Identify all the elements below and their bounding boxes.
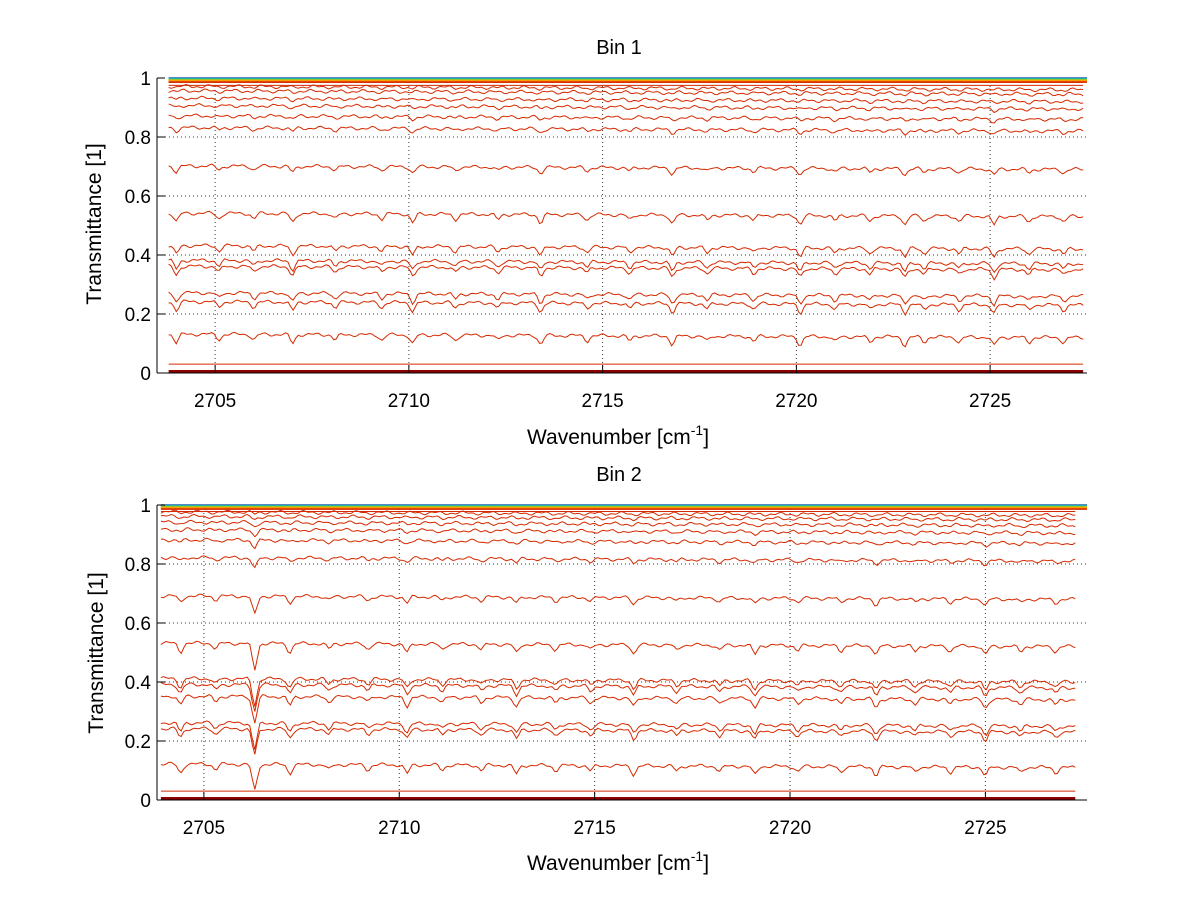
y-tick-label: 0.4 <box>125 673 152 694</box>
series-line <box>168 83 1084 93</box>
y-tick-label: 0 <box>140 364 151 385</box>
subplot-bin-2: Bin 2 Transmittance [1] Wavenumber [cm-1… <box>85 464 1087 875</box>
axes-box <box>156 504 1087 801</box>
x-tick-label: 2720 <box>769 818 811 839</box>
series-line <box>168 95 1084 105</box>
series-line <box>168 331 1084 348</box>
series-line <box>160 509 1076 518</box>
x-tick-label: 2725 <box>964 818 1006 839</box>
series-line <box>168 258 1084 274</box>
series-lines <box>168 77 1087 374</box>
x-axis-label-suffix: ] <box>703 852 709 875</box>
series-line <box>160 726 1076 755</box>
x-axis-label: Wavenumber [cm-1] <box>527 848 709 875</box>
series-line <box>168 299 1084 317</box>
y-tick-label: 0 <box>140 791 151 812</box>
series-line <box>160 720 1076 750</box>
grid-lines <box>157 505 1087 800</box>
series-line <box>160 527 1076 538</box>
x-axis-label: Wavenumber [cm-1] <box>527 422 709 449</box>
subplot-title: Bin 1 <box>596 37 642 59</box>
x-tick-label: 2720 <box>775 391 817 412</box>
x-tick-label: 2710 <box>378 818 420 839</box>
series-line <box>160 593 1076 615</box>
series-line <box>168 163 1084 177</box>
x-tick-label: 2705 <box>194 391 236 412</box>
x-axis-label-exponent: -1 <box>691 422 704 438</box>
x-axis-label-exponent: -1 <box>691 848 704 864</box>
x-tick-label: 2725 <box>969 391 1011 412</box>
tick-labels: 2705 2710 2715 2720 2725 0 0.2 0.4 0.6 0.8 1 <box>125 69 1012 412</box>
subplot-title: Bin 2 <box>596 464 642 486</box>
series-line <box>160 513 1076 523</box>
x-tick-label: 2715 <box>581 391 623 412</box>
y-tick-label: 1 <box>140 496 151 517</box>
series-line <box>168 125 1084 136</box>
x-tick-label: 2710 <box>388 391 430 412</box>
series-line <box>168 113 1084 124</box>
y-tick-label: 1 <box>140 69 151 90</box>
series-lines <box>160 504 1087 801</box>
x-axis-label-text: Wavenumber [cm <box>527 426 691 449</box>
y-tick-label: 0.2 <box>125 305 151 326</box>
x-axis-label-text: Wavenumber [cm <box>527 852 691 875</box>
y-tick-label: 0.6 <box>125 614 151 635</box>
y-axis-label: Transmittance [1] <box>85 572 108 733</box>
series-line <box>168 88 1084 97</box>
y-tick-label: 0.8 <box>125 555 151 576</box>
series-line <box>160 537 1076 550</box>
series-line <box>160 555 1076 569</box>
series-line <box>160 676 1076 707</box>
y-tick-label: 0.4 <box>125 246 152 267</box>
subplot-bin-1: Bin 1 Transmittance [1] Wavenumber [cm-1… <box>83 37 1087 449</box>
series-line <box>168 263 1084 281</box>
series-line <box>168 243 1084 259</box>
series-line <box>160 682 1076 712</box>
y-tick-label: 0.2 <box>125 732 151 753</box>
tick-labels: 2705 2710 2715 2720 2725 0 0.2 0.4 0.6 0.8 1 <box>125 496 1007 839</box>
x-tick-label: 2715 <box>574 818 616 839</box>
y-tick-label: 0.6 <box>125 187 151 208</box>
y-axis-label: Transmittance [1] <box>83 143 106 304</box>
grid-lines <box>157 78 1087 373</box>
series-line <box>160 761 1076 790</box>
series-line <box>168 210 1084 226</box>
series-line <box>160 694 1076 724</box>
series-line <box>160 519 1076 529</box>
series-line <box>160 640 1076 671</box>
x-axis-label-suffix: ] <box>703 426 709 449</box>
x-tick-label: 2705 <box>183 818 225 839</box>
axes-box <box>156 77 1087 374</box>
series-line <box>168 290 1084 307</box>
y-tick-label: 0.8 <box>125 128 151 149</box>
series-line <box>168 102 1084 114</box>
